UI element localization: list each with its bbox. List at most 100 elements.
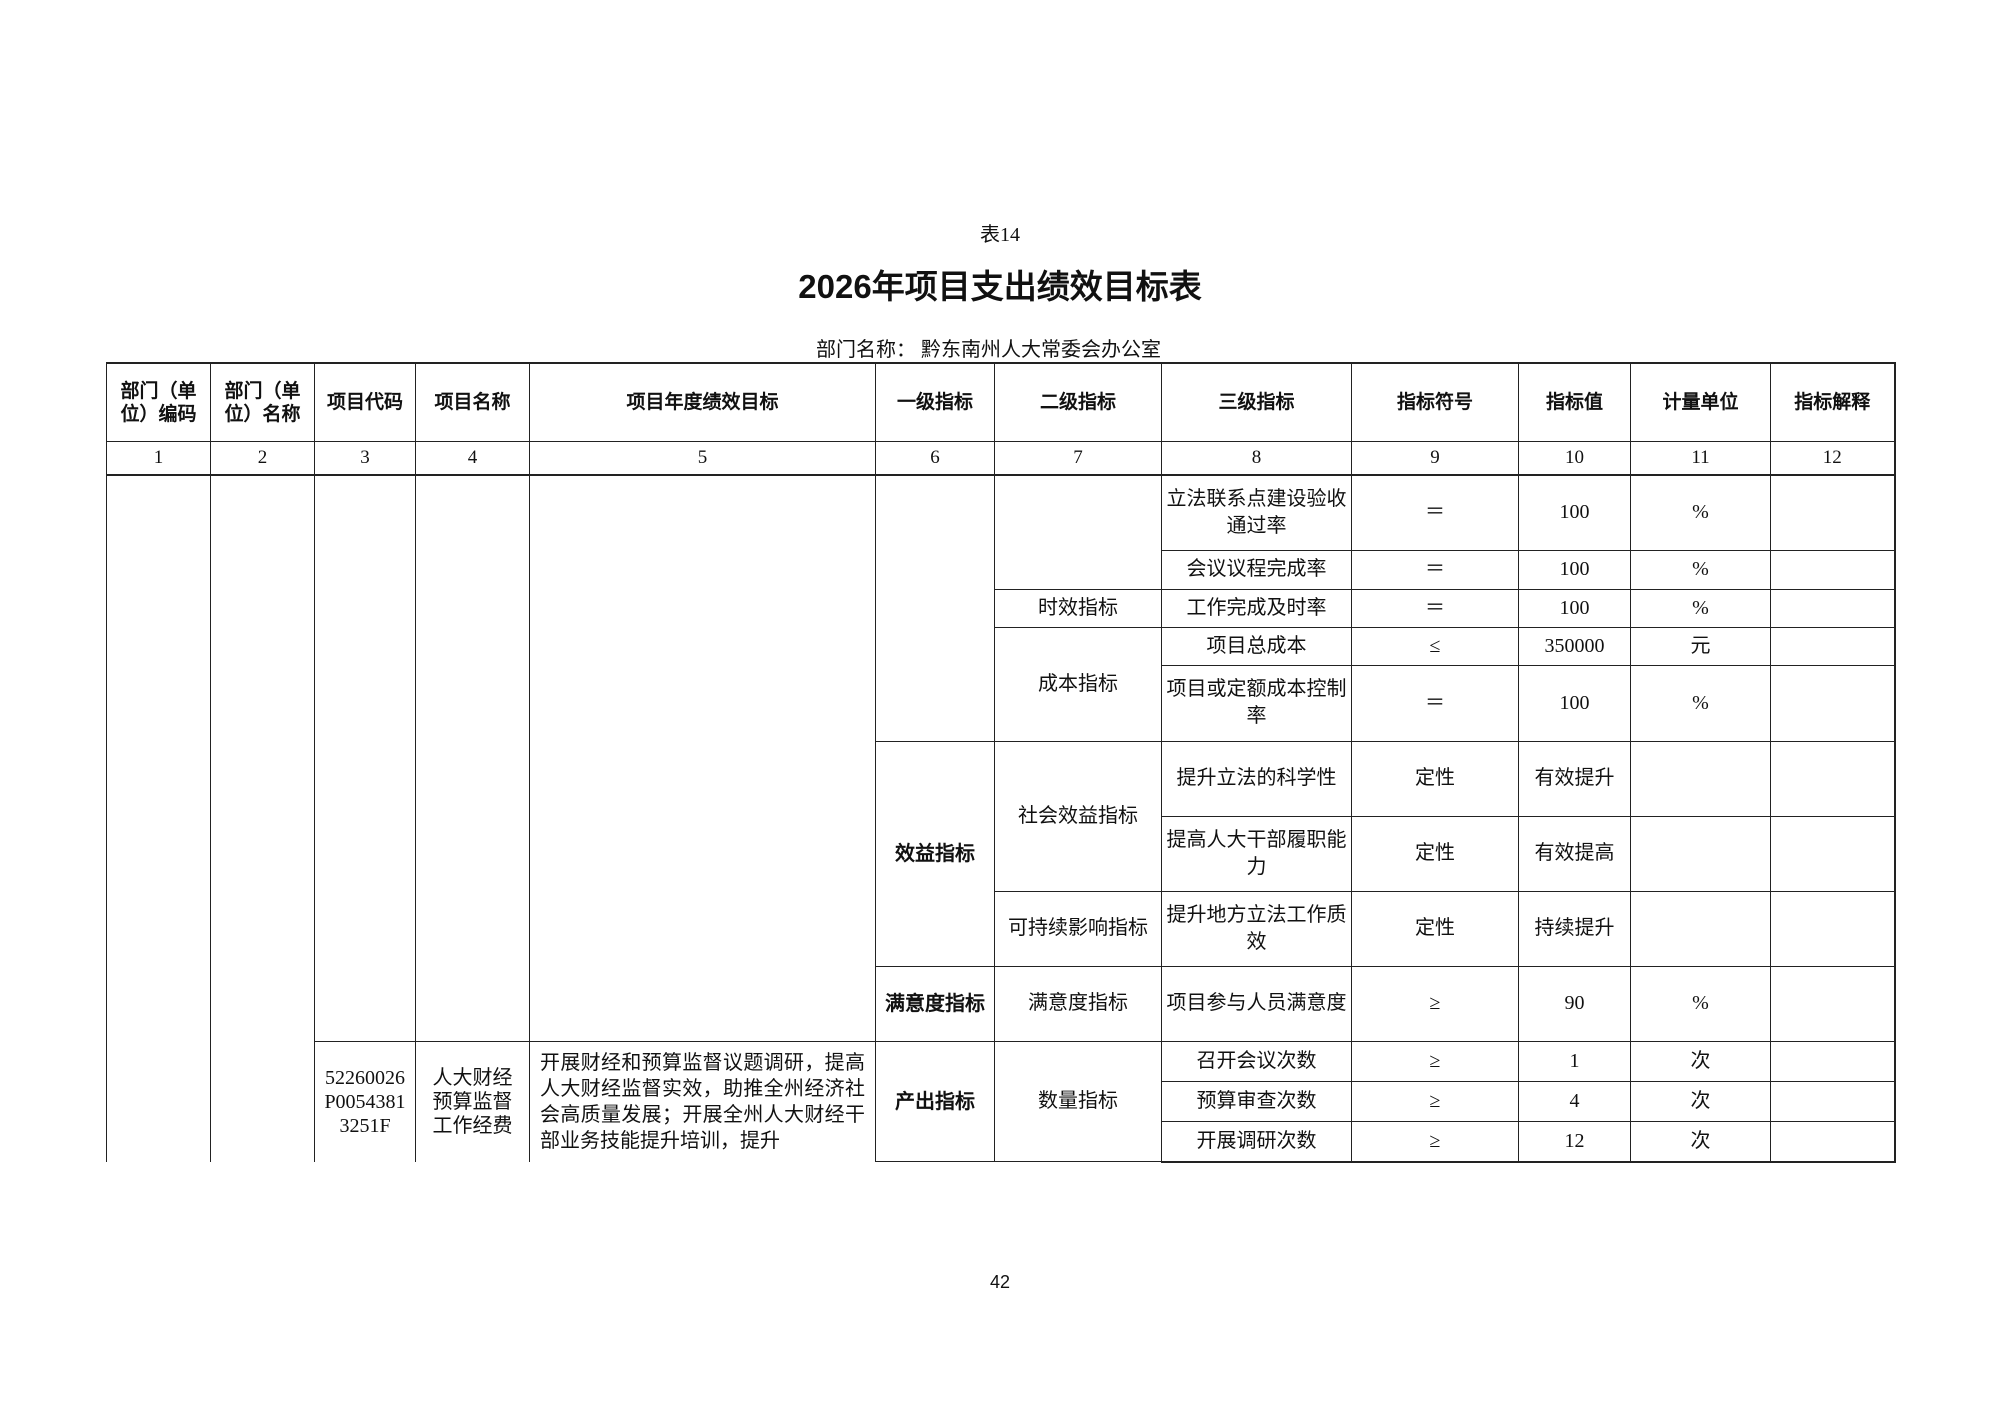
- unit-cell: 元: [1630, 626, 1771, 666]
- header-cell: 项目代码: [314, 362, 416, 442]
- symbol-cell: ＝: [1351, 474, 1519, 551]
- dept-code-cell: [106, 474, 211, 1162]
- header-cell: 项目年度绩效目标: [529, 362, 876, 442]
- level2-cell: 满意度指标: [994, 965, 1162, 1042]
- symbol-cell: 定性: [1351, 740, 1519, 817]
- value-cell: 100: [1518, 474, 1631, 551]
- header-cell: 指标值: [1518, 362, 1631, 442]
- performance-table: 部门（单位）编码 部门（单位）名称 项目代码 项目名称 项目年度绩效目标 一级指…: [106, 362, 1896, 1163]
- level2-cell: 社会效益指标: [994, 740, 1162, 892]
- value-cell: 90: [1518, 965, 1631, 1042]
- value-cell: 4: [1518, 1080, 1631, 1122]
- column-number: 6: [875, 441, 995, 476]
- unit-cell: 次: [1630, 1120, 1771, 1163]
- table-row: 会议议程完成率 ＝ 100 %: [107, 549, 1895, 590]
- level3-cell: 项目参与人员满意度: [1161, 965, 1352, 1042]
- level3-cell: 提升立法的科学性: [1161, 740, 1352, 817]
- value-cell: 1: [1518, 1040, 1631, 1082]
- level2-cell: [994, 474, 1162, 590]
- column-number: 11: [1630, 441, 1771, 476]
- column-number: 12: [1770, 441, 1895, 476]
- value-cell: 100: [1518, 588, 1631, 628]
- level1-cell: 满意度指标: [875, 965, 995, 1042]
- symbol-cell: 定性: [1351, 890, 1519, 967]
- table-row: 项目或定额成本控制率 ＝ 100 %: [107, 664, 1895, 742]
- level1-cell: [875, 474, 995, 742]
- page-number: 42: [989, 1272, 1011, 1292]
- symbol-cell: ≤: [1351, 626, 1519, 666]
- column-number: 7: [994, 441, 1162, 476]
- unit-cell: 次: [1630, 1040, 1771, 1082]
- table-row: 开展调研次数 ≥ 12 次: [107, 1120, 1895, 1163]
- level3-cell: 立法联系点建设验收通过率: [1161, 474, 1352, 551]
- level2-cell: 成本指标: [994, 626, 1162, 742]
- unit-cell: %: [1630, 965, 1771, 1042]
- explanation-cell: [1770, 815, 1895, 892]
- explanation-cell: [1770, 474, 1895, 551]
- unit-cell: %: [1630, 474, 1771, 551]
- level3-cell: 会议议程完成率: [1161, 549, 1352, 590]
- column-number: 5: [529, 441, 876, 476]
- explanation-cell: [1770, 965, 1895, 1042]
- level1-cell: 产出指标: [875, 1040, 995, 1162]
- value-cell: 100: [1518, 549, 1631, 590]
- column-number: 10: [1518, 441, 1631, 476]
- table-row: 成本指标 项目总成本 ≤ 350000 元: [107, 626, 1895, 742]
- unit-cell: 次: [1630, 1080, 1771, 1122]
- column-number: 1: [106, 441, 211, 476]
- level3-cell: 预算审查次数: [1161, 1080, 1352, 1122]
- column-number: 8: [1161, 441, 1352, 476]
- column-number: 3: [314, 441, 416, 476]
- symbol-cell: 定性: [1351, 815, 1519, 892]
- header-row: 部门（单位）编码 部门（单位）名称 项目代码 项目名称 项目年度绩效目标 一级指…: [106, 362, 1895, 442]
- explanation-cell: [1770, 1120, 1895, 1163]
- unit-cell: %: [1630, 549, 1771, 590]
- level3-cell: 提高人大干部履职能力: [1161, 815, 1352, 892]
- symbol-cell: ≥: [1351, 1120, 1519, 1163]
- unit-cell: [1630, 815, 1771, 892]
- explanation-cell: [1770, 1080, 1895, 1122]
- explanation-cell: [1770, 549, 1895, 590]
- level3-cell: 项目总成本: [1161, 626, 1352, 666]
- column-number: 2: [210, 441, 315, 476]
- unit-cell: [1630, 740, 1771, 817]
- level3-cell: 项目或定额成本控制率: [1161, 664, 1352, 742]
- department-line: 部门名称： 黔东南州人大常委会办公室: [816, 333, 1161, 362]
- level2-cell: 数量指标: [994, 1040, 1162, 1162]
- explanation-cell: [1770, 1040, 1895, 1082]
- table-row: 效益指标 社会效益指标 提升立法的科学性 定性 有效提升: [107, 740, 1895, 967]
- explanation-cell: [1770, 740, 1895, 817]
- unit-cell: %: [1630, 664, 1771, 742]
- level1-cell: 效益指标: [875, 740, 995, 967]
- explanation-cell: [1770, 588, 1895, 628]
- unit-cell: %: [1630, 588, 1771, 628]
- dept-name-cell: [210, 474, 315, 1162]
- symbol-cell: ＝: [1351, 549, 1519, 590]
- value-cell: 12: [1518, 1120, 1631, 1163]
- column-number: 4: [415, 441, 530, 476]
- header-cell: 三级指标: [1161, 362, 1352, 442]
- header-cell: 一级指标: [875, 362, 995, 442]
- level3-cell: 工作完成及时率: [1161, 588, 1352, 628]
- header-cell: 部门（单位）编码: [106, 362, 211, 442]
- symbol-cell: ≥: [1351, 1080, 1519, 1122]
- value-cell: 350000: [1518, 626, 1631, 666]
- header-cell: 部门（单位）名称: [210, 362, 315, 442]
- symbol-cell: ＝: [1351, 664, 1519, 742]
- table-row: 52260026P00543813251F 人大财经预算监督工作经费 开展财经和…: [107, 1040, 1895, 1162]
- project-goal-cell: [529, 474, 876, 1042]
- unit-cell: [1630, 890, 1771, 967]
- table-row: 立法联系点建设验收通过率 ＝ 100 %: [106, 474, 1895, 1162]
- value-cell: 持续提升: [1518, 890, 1631, 967]
- project-name-cell: 人大财经预算监督工作经费: [415, 1040, 530, 1162]
- header-cell: 指标解释: [1770, 362, 1895, 442]
- level3-cell: 召开会议次数: [1161, 1040, 1352, 1082]
- table-row: 预算审查次数 ≥ 4 次: [107, 1080, 1895, 1122]
- explanation-cell: [1770, 626, 1895, 666]
- department-name: 黔东南州人大常委会办公室: [921, 339, 1161, 361]
- header-cell: 指标符号: [1351, 362, 1519, 442]
- value-cell: 100: [1518, 664, 1631, 742]
- level3-cell: 开展调研次数: [1161, 1120, 1352, 1163]
- value-cell: 有效提升: [1518, 740, 1631, 817]
- project-code-cell: [314, 474, 416, 1042]
